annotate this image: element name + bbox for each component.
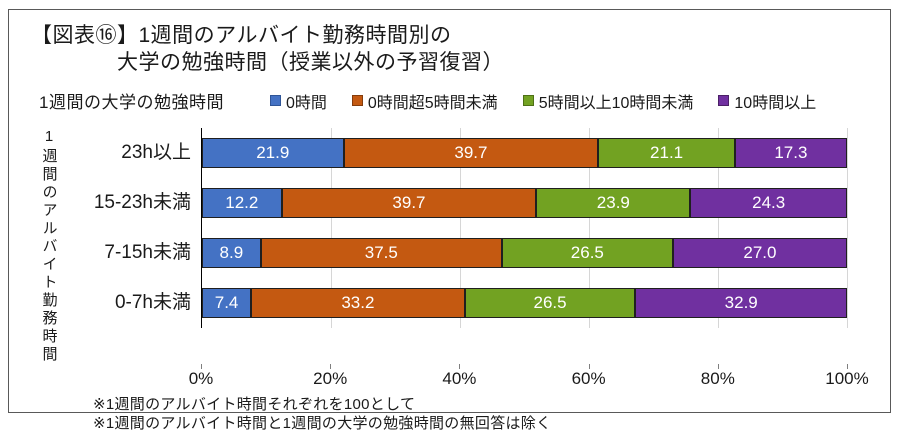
x-tick-mark <box>847 364 848 369</box>
x-tick-mark <box>201 364 202 369</box>
gridline <box>589 128 590 328</box>
gridline <box>847 128 848 328</box>
legend-label: 10時間以上 <box>734 94 817 112</box>
legend-label: 0時間 <box>285 94 327 112</box>
x-tick-mark <box>330 364 332 369</box>
legend-swatch-icon <box>522 95 534 106</box>
x-tick-mark <box>459 364 461 369</box>
bar-segment: 7.4 <box>202 288 252 318</box>
chart-body: 1週間のアルバイト勤務時間 23h以上 15-23h未満 7-15h未満 0-7h未満… <box>31 128 848 364</box>
bar-segment: 37.5 <box>260 238 502 268</box>
figure-frame: 【図表⑯】1週間のアルバイト勤務時間別の 大学の勉強時間（授業以外の予習復習） … <box>8 9 891 432</box>
bar-segment: 8.9 <box>202 238 261 268</box>
chart-title: 【図表⑯】1週間のアルバイト勤務時間別の 大学の勉強時間（授業以外の予習復習） <box>31 22 890 76</box>
stacked-bar: 7.4 33.2 26.5 32.9 <box>202 288 848 318</box>
category-label: 0-7h未満 <box>114 292 191 313</box>
stacked-bar: 21.9 39.7 21.1 17.3 <box>202 138 847 168</box>
bar-row: 12.2 39.7 23.9 24.3 <box>202 178 848 228</box>
footnote-line1: ※1週間のアルバイト時間それぞれを100として <box>93 396 416 413</box>
x-axis: 0% 20% 40% 60% 80% 100% <box>189 364 869 392</box>
bar-segment: 39.7 <box>281 188 537 218</box>
bar-segment: 23.9 <box>536 188 691 218</box>
legend-item-5to10h: 5時間以上10時間未満 <box>522 89 694 113</box>
legend-swatch-icon <box>718 95 730 106</box>
legend-label: 0時間超5時間未満 <box>367 94 498 112</box>
footnote-line2: ※1週間のアルバイト時間と1週間の大学の勉強時間の無回答は除く <box>93 415 552 432</box>
x-tick-label: 40% <box>442 369 477 388</box>
legend-item-0h: 0時間 <box>269 89 327 113</box>
bar-segment: 33.2 <box>251 288 465 318</box>
x-tick-mark <box>588 364 590 369</box>
bar-segment: 17.3 <box>734 138 847 168</box>
gridline <box>718 128 719 328</box>
plot-area: 21.9 39.7 21.1 17.3 12.2 39.7 23.9 24.3 8.9 37.5 2… <box>201 128 848 328</box>
gridline <box>460 128 461 328</box>
bar-segment: 26.5 <box>501 238 673 268</box>
legend-label: 5時間以上10時間未満 <box>538 94 694 112</box>
bar-segment: 21.9 <box>202 138 344 168</box>
legend-title: 1週間の大学の勉強時間 <box>39 93 224 112</box>
x-tick-label: 60% <box>571 369 606 388</box>
bar-segment: 24.3 <box>690 188 848 218</box>
category-label: 23h以上 <box>121 142 191 163</box>
bar-segment: 39.7 <box>343 138 599 168</box>
x-tick-label: 20% <box>313 369 348 388</box>
category-labels: 23h以上 15-23h未満 7-15h未満 0-7h未満 <box>67 128 201 364</box>
x-tick-label: 0% <box>188 369 214 388</box>
bar-segment: 12.2 <box>202 188 282 218</box>
chart-title-line2: 大学の勉強時間（授業以外の予習復習） <box>117 51 504 74</box>
legend-swatch-icon <box>269 95 281 106</box>
legend: 1週間の大学の勉強時間 0時間 0時間超5時間未満 5時間以上10時間未満 10… <box>39 89 890 112</box>
y-axis-title: 1週間のアルバイト勤務時間 <box>40 128 58 364</box>
gridline <box>331 128 332 328</box>
bar-segment: 32.9 <box>635 288 848 318</box>
category-label: 7-15h未満 <box>104 242 191 263</box>
x-tick-mark <box>717 364 719 369</box>
bar-row: 8.9 37.5 26.5 27.0 <box>202 228 847 278</box>
x-tick-label: 100% <box>825 369 869 388</box>
x-tick-label: 80% <box>700 369 735 388</box>
category-label: 15-23h未満 <box>93 192 191 213</box>
bar-segment: 21.1 <box>598 138 735 168</box>
footnotes: ※1週間のアルバイト時間それぞれを100として ※1週間のアルバイト時間と1週間… <box>93 395 890 433</box>
chart-title-line1: 【図表⑯】1週間のアルバイト勤務時間別の <box>31 24 452 47</box>
bar-segment: 27.0 <box>672 238 847 268</box>
legend-item-over10h: 10時間以上 <box>718 89 816 113</box>
legend-item-under5h: 0時間超5時間未満 <box>351 89 498 113</box>
bar-row: 7.4 33.2 26.5 32.9 <box>202 278 848 328</box>
stacked-bar: 8.9 37.5 26.5 27.0 <box>202 238 847 268</box>
bar-row: 21.9 39.7 21.1 17.3 <box>202 128 847 178</box>
legend-swatch-icon <box>351 95 363 106</box>
stacked-bar: 12.2 39.7 23.9 24.3 <box>202 188 848 218</box>
bar-segment: 26.5 <box>464 288 636 318</box>
